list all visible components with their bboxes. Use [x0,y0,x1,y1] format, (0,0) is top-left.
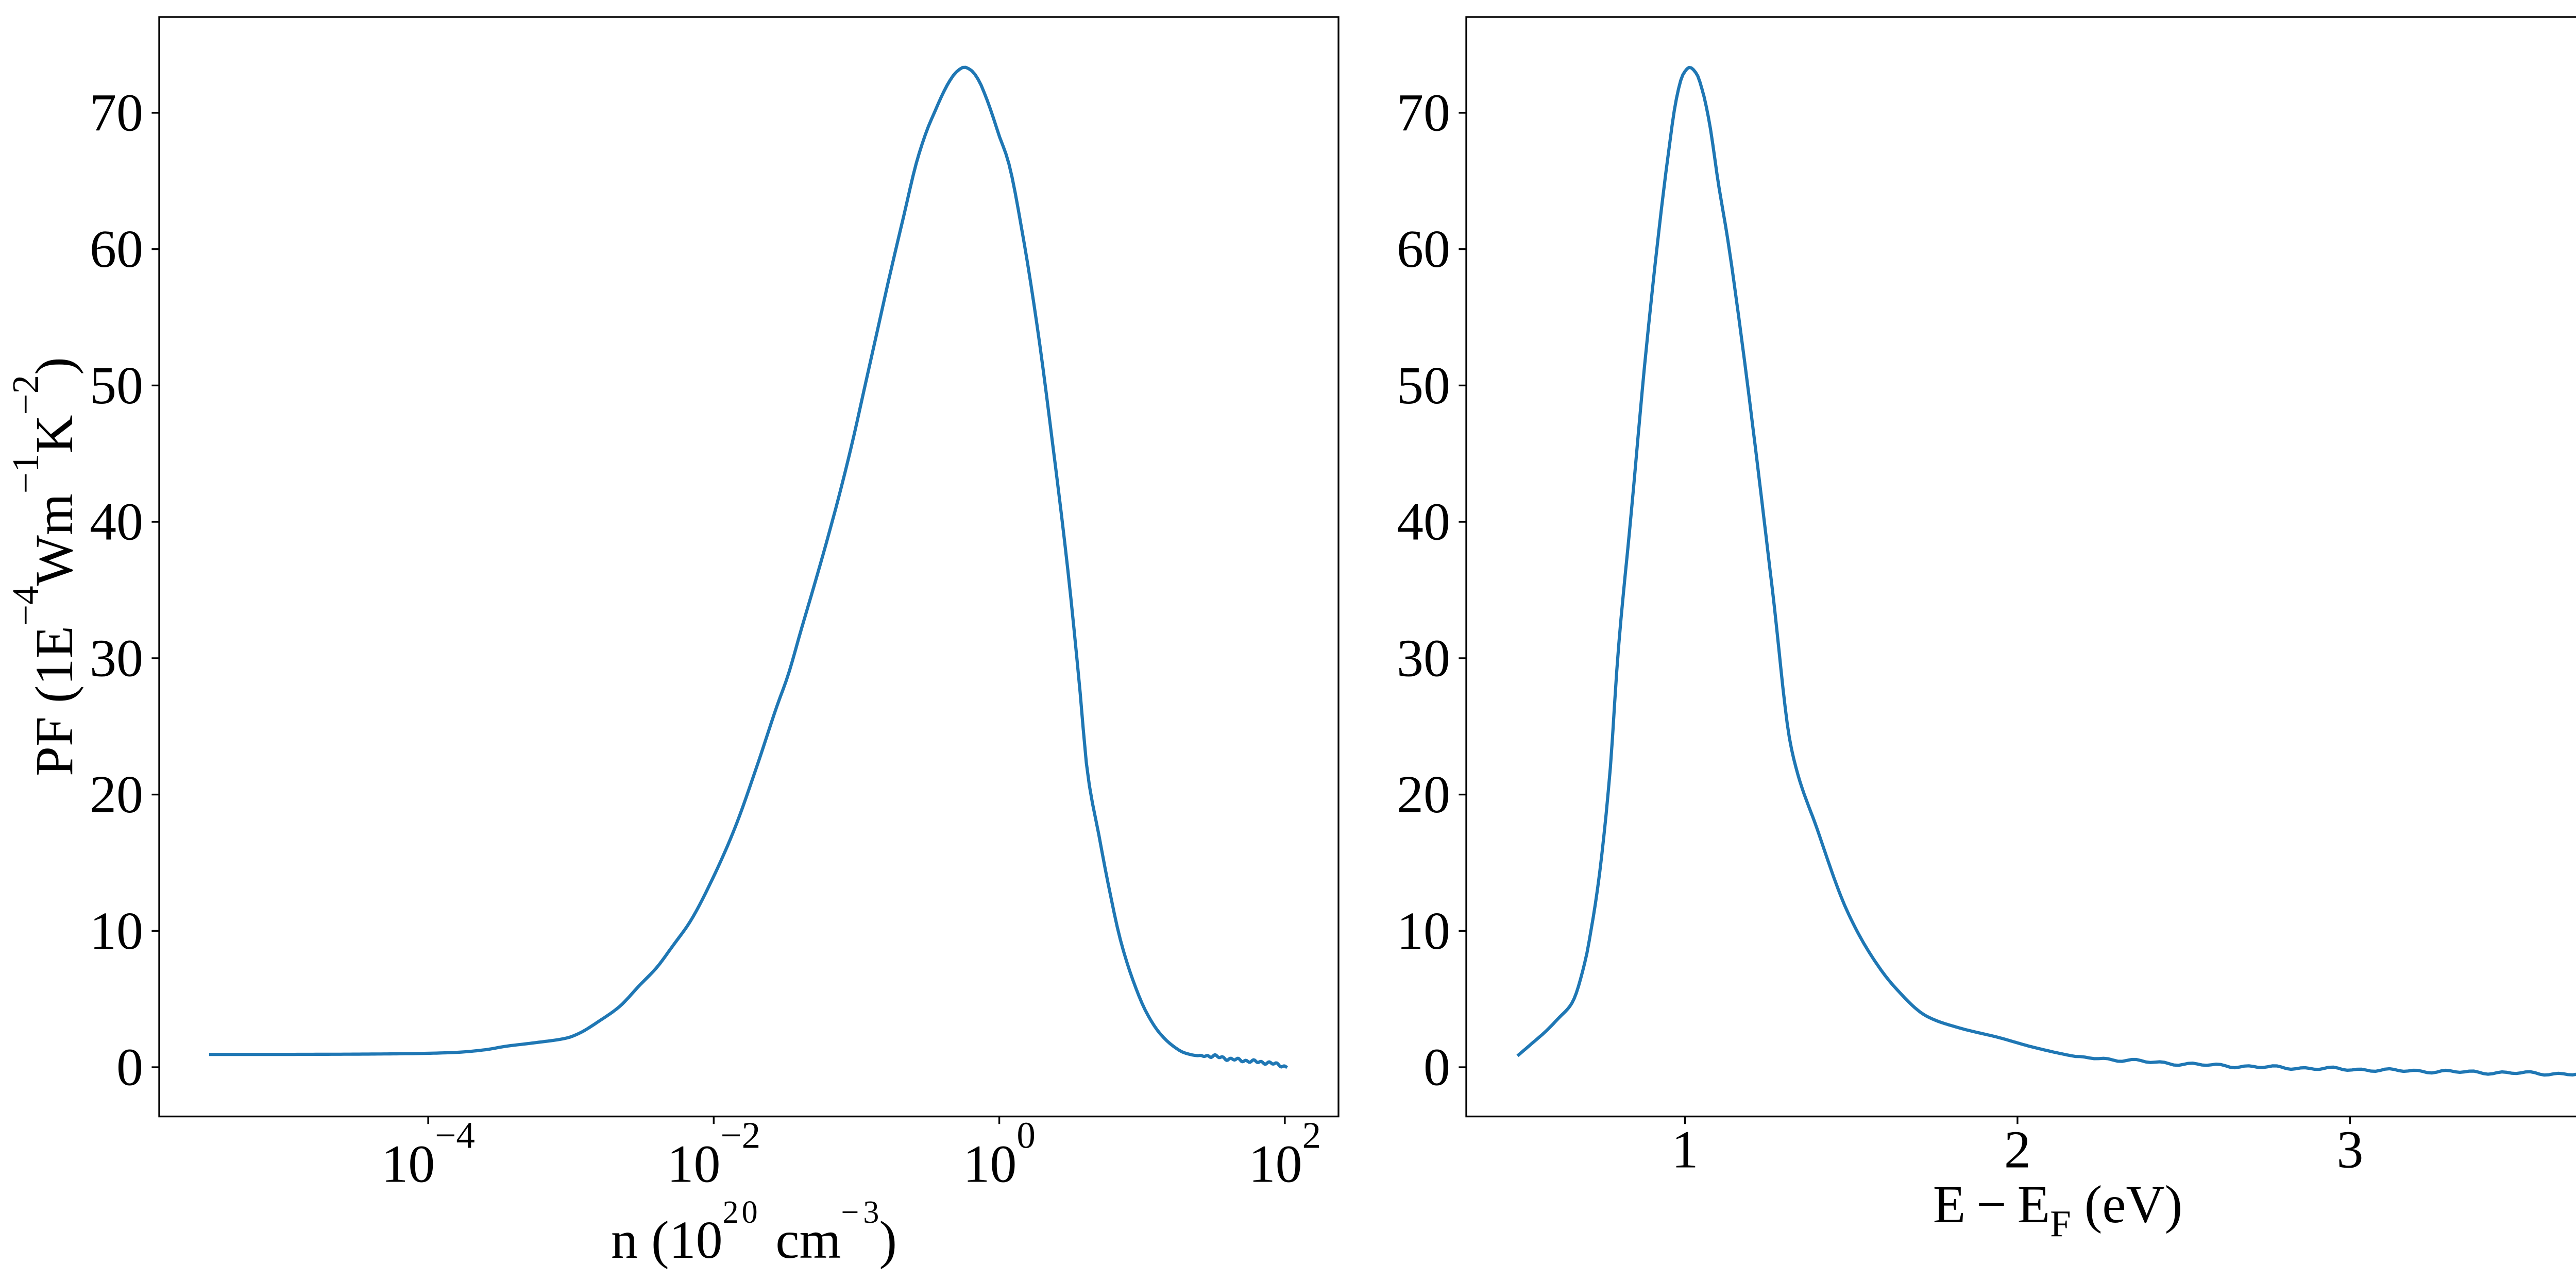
svg-text:50: 50 [1397,356,1450,415]
svg-text:1: 1 [1672,1120,1699,1180]
svg-text:70: 70 [90,83,143,143]
svg-text:30: 30 [1397,628,1450,688]
svg-text:40: 40 [90,492,143,552]
svg-text:20: 20 [1397,765,1450,824]
svg-text:30: 30 [90,628,143,688]
svg-text:0: 0 [116,1038,143,1097]
svg-text:10: 10 [1397,901,1450,961]
svg-text:70: 70 [1397,83,1450,143]
svg-text:0: 0 [1423,1038,1450,1097]
svg-text:60: 60 [90,219,143,279]
svg-text:10: 10 [90,901,143,961]
svg-text:3: 3 [2336,1120,2363,1180]
svg-text:20: 20 [90,765,143,824]
svg-text:60: 60 [1397,219,1450,279]
svg-text:40: 40 [1397,492,1450,552]
svg-text:50: 50 [90,356,143,415]
svg-text:2: 2 [2004,1120,2031,1180]
